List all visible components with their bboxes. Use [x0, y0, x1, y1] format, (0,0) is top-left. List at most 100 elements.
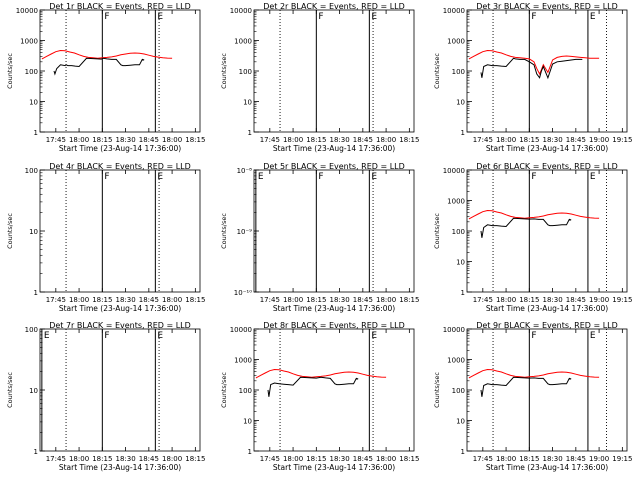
- interval-marker-label: F: [104, 331, 109, 341]
- interval-marker-label: F: [531, 12, 536, 22]
- interval-marker-label: E: [590, 172, 596, 182]
- x-tick-label: 19:00: [589, 136, 609, 144]
- x-tick-label: 19:00: [589, 296, 609, 304]
- y-tick-label: 1000: [447, 38, 465, 46]
- x-tick-label: 18:30: [115, 136, 135, 144]
- x-tick-label: 18:45: [566, 455, 586, 463]
- panel-det-7: Det 7r BLACK = Events, RED = LLD 100 10 1 17…: [6, 321, 205, 472]
- y-tick-label: 1000: [447, 357, 465, 365]
- x-tick-label: 18:30: [115, 296, 135, 304]
- x-tick-label: 18:15: [519, 296, 539, 304]
- x-tick-label: 18:30: [542, 455, 562, 463]
- interval-marker-label: E: [371, 12, 377, 22]
- panel-title: Det 7r BLACK = Events, RED = LLD: [49, 321, 191, 330]
- interval-marker-label: E: [371, 331, 377, 341]
- lld-series-line: [468, 368, 600, 379]
- panel-title: Det 5r BLACK = Events, RED = LLD: [263, 162, 405, 171]
- x-tick-label: 19:15: [612, 296, 632, 304]
- panel-det-8: Det 8r BLACK = Events, RED = LLD 10000 100…: [220, 321, 419, 472]
- x-tick-label: 17:45: [46, 455, 66, 463]
- events-series-line: [267, 376, 359, 397]
- panel-title: Det 6r BLACK = Events, RED = LLD: [476, 162, 618, 171]
- panel-det-6: Det 6r BLACK = Events, RED = LLD 10000 100…: [433, 162, 632, 313]
- x-tick-label: 18:15: [92, 455, 112, 463]
- y-tick-label: 10⁻⁹: [237, 228, 253, 236]
- x-tick-label: 18:15: [306, 136, 326, 144]
- y-tick-label: 1000: [447, 198, 465, 206]
- interval-marker-label: E: [157, 172, 163, 182]
- y-axis-label: Counts/sec: [6, 53, 14, 89]
- y-tick-label: 1000: [20, 38, 38, 46]
- y-tick-label: 10000: [443, 7, 465, 15]
- y-tick-label: 1: [461, 129, 465, 137]
- x-tick-label: 17:45: [473, 136, 493, 144]
- x-tick-label: 18:45: [139, 455, 159, 463]
- panel-det-2: Det 2r BLACK = Events, RED = LLD 10000 100…: [220, 2, 419, 153]
- y-axis-label: Counts/sec: [220, 372, 228, 408]
- x-axis-label: Start Time (23-Aug-14 17:36:00): [486, 463, 608, 472]
- y-tick-label: 1000: [234, 38, 252, 46]
- x-tick-label: 19:00: [589, 455, 609, 463]
- x-axis-label: Start Time (23-Aug-14 17:36:00): [273, 304, 395, 313]
- panel-det-4: Det 4r BLACK = Events, RED = LLD 100 10 1 17…: [6, 162, 205, 313]
- x-tick-label: 18:15: [519, 455, 539, 463]
- y-axis-label: Counts/sec: [433, 213, 441, 249]
- x-tick-label: 18:00: [496, 296, 516, 304]
- y-tick-label: 10: [456, 99, 465, 107]
- x-tick-label: 18:15: [185, 296, 205, 304]
- x-tick-label: 17:45: [260, 136, 280, 144]
- interval-marker-label: E: [157, 331, 163, 341]
- panel-title: Det 3r BLACK = Events, RED = LLD: [476, 2, 618, 11]
- x-tick-label: 17:45: [260, 296, 280, 304]
- interval-marker-label: F: [531, 331, 536, 341]
- lld-series-line: [41, 49, 173, 60]
- interval-marker-label: E: [590, 331, 596, 341]
- x-tick-label: 18:00: [162, 455, 182, 463]
- y-tick-label: 10: [243, 418, 252, 426]
- interval-marker-label: F: [104, 12, 109, 22]
- plot-frame: [466, 169, 628, 293]
- y-tick-label: 100: [25, 167, 38, 175]
- x-tick-label: 18:15: [185, 455, 205, 463]
- x-tick-label: 18:00: [376, 296, 396, 304]
- x-tick-label: 18:00: [376, 455, 396, 463]
- x-tick-label: 18:15: [306, 296, 326, 304]
- y-tick-label: 1: [34, 448, 38, 456]
- lld-series-line: [468, 209, 600, 220]
- x-tick-label: 18:30: [329, 455, 349, 463]
- interval-marker-label: F: [318, 172, 323, 182]
- y-tick-label: 10000: [443, 167, 465, 175]
- interval-marker-label: E: [258, 172, 264, 182]
- y-tick-label: 1000: [234, 357, 252, 365]
- interval-marker-label: E: [44, 331, 50, 341]
- y-tick-label: 100: [452, 228, 465, 236]
- x-axis-label: Start Time (23-Aug-14 17:36:00): [59, 463, 181, 472]
- y-tick-label: 10: [29, 387, 38, 395]
- x-tick-label: 18:00: [496, 455, 516, 463]
- y-tick-label: 10: [29, 228, 38, 236]
- interval-marker-label: F: [318, 12, 323, 22]
- y-tick-label: 10000: [16, 7, 38, 15]
- y-tick-label: 10: [29, 99, 38, 107]
- y-tick-label: 1: [461, 289, 465, 297]
- y-tick-label: 100: [452, 387, 465, 395]
- x-tick-label: 18:15: [399, 136, 419, 144]
- x-tick-label: 18:30: [329, 136, 349, 144]
- interval-marker-label: F: [531, 172, 536, 182]
- events-series-line: [480, 217, 572, 238]
- panel-title: Det 1r BLACK = Events, RED = LLD: [49, 2, 191, 11]
- x-tick-label: 18:45: [353, 136, 373, 144]
- x-tick-label: 18:15: [185, 136, 205, 144]
- x-tick-label: 18:45: [566, 136, 586, 144]
- y-tick-label: 10: [456, 418, 465, 426]
- x-tick-label: 18:15: [519, 136, 539, 144]
- x-tick-label: 18:00: [162, 136, 182, 144]
- plot-frame: [39, 328, 201, 452]
- plot-frame: [253, 9, 415, 133]
- x-tick-label: 19:15: [612, 136, 632, 144]
- interval-marker-label: E: [590, 12, 596, 22]
- y-tick-label: 10000: [230, 326, 252, 334]
- y-axis-label: Counts/sec: [6, 372, 14, 408]
- plot-frame: [253, 328, 415, 452]
